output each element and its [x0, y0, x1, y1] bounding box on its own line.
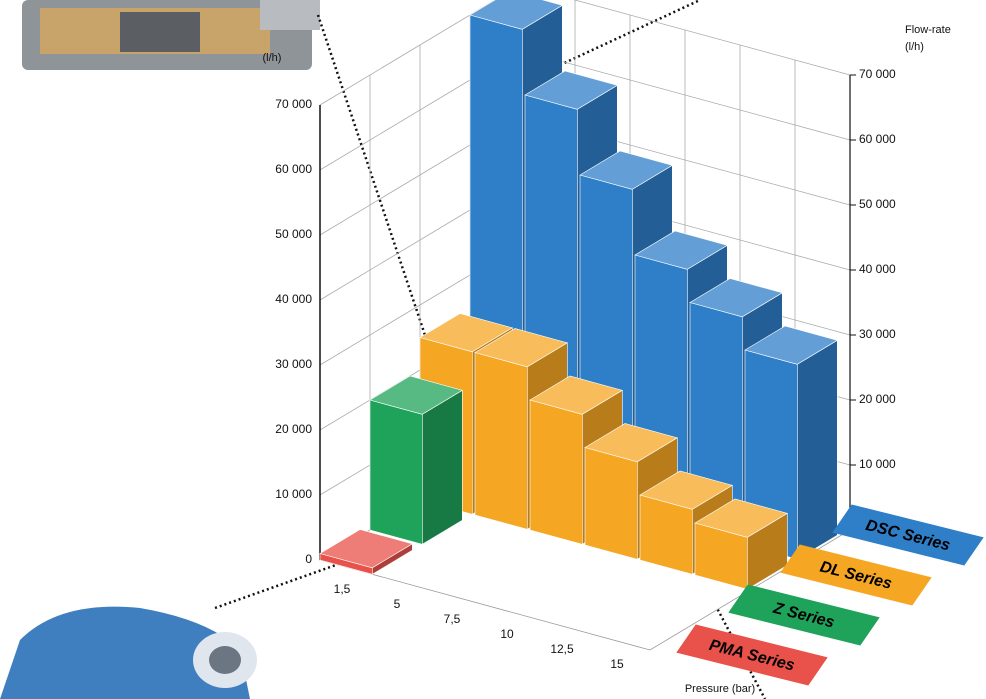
x-tick-label: 15 [610, 657, 624, 671]
y-tick-label: 60 000 [275, 162, 312, 176]
bar-top [529, 375, 624, 415]
bar-top [419, 313, 514, 353]
bar-top [579, 150, 674, 190]
product-photo-bottom [0, 606, 257, 699]
bar-front [584, 447, 638, 560]
x-tick-label: 10 [500, 627, 514, 641]
y-axis-label: (l/h) [263, 52, 282, 64]
bar-top [474, 328, 569, 368]
legend-swatch [676, 624, 828, 686]
bar [694, 498, 789, 590]
legend-swatch [728, 584, 880, 646]
y2-tick-label: 70 000 [859, 67, 896, 81]
bar [369, 375, 464, 545]
y-tick-label: 30 000 [275, 357, 312, 371]
legend-swatch [780, 544, 932, 606]
bar-front [474, 352, 528, 530]
bar-top [524, 70, 619, 110]
y2-tick-label: 50 000 [859, 197, 896, 211]
bar [319, 529, 414, 575]
y2-tick-label: 20 000 [859, 392, 896, 406]
y-tick-label: 20 000 [275, 422, 312, 436]
bar-top [369, 375, 464, 415]
legend-swatch [832, 504, 984, 566]
y2-axis-title: Flow-rate [905, 24, 951, 36]
bars [319, 0, 839, 590]
y2-tick-label: 40 000 [859, 262, 896, 276]
x-axis-label: Pressure (bar) [685, 683, 755, 695]
bar-front [529, 399, 583, 545]
y-tick-label: 0 [305, 552, 312, 566]
y2-tick-label: 10 000 [859, 457, 896, 471]
grid-line [319, 0, 851, 106]
bar-side [421, 389, 463, 545]
bar-top [639, 470, 734, 510]
x-tick-label: 1,5 [334, 582, 351, 596]
product-photo-top [22, 0, 320, 70]
bar-top [634, 230, 729, 270]
y-tick-label: 70 000 [275, 97, 312, 111]
bar-top [319, 529, 414, 569]
y-tick-label: 40 000 [275, 292, 312, 306]
y2-tick-label: 60 000 [859, 132, 896, 146]
y-tick-label: 10 000 [275, 487, 312, 501]
bar-front [369, 399, 423, 545]
bar-top [469, 0, 564, 30]
bar-top [694, 498, 789, 538]
legend-item: PMA Series [676, 624, 828, 686]
bar-top [689, 278, 784, 318]
bar-side [796, 339, 838, 560]
x-tick-label: 12,5 [550, 642, 574, 656]
x-tick-label: 5 [394, 597, 401, 611]
y2-axis-label: (l/h) [905, 41, 924, 53]
x-tick-label: 7,5 [444, 612, 461, 626]
labels: 0 10 000 20 000 30 000 40 000 50 000 60 000 70 … [275, 67, 984, 686]
bar-top [744, 325, 839, 365]
y-tick-label: 50 000 [275, 227, 312, 241]
bar-top [584, 423, 679, 463]
y2-tick-label: 30 000 [859, 327, 896, 341]
